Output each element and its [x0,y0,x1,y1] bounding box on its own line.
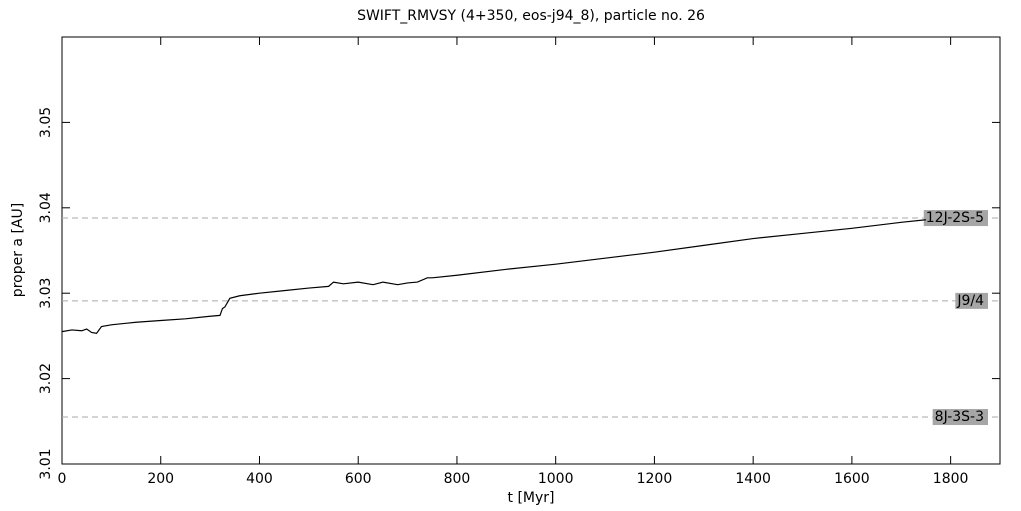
y-tick-label: 3.02 [38,363,54,394]
x-tick-label: 800 [444,471,471,487]
y-tick-label: 3.05 [38,107,54,138]
resonance-label-bg [932,409,988,426]
y-tick-label: 3.01 [38,448,54,479]
chart-title: SWIFT_RMVSY (4+350, eos-j94_8), particle… [357,8,705,24]
x-tick-label: 1800 [933,471,969,487]
data-line [61,219,927,334]
plot-frame [61,36,1001,465]
resonance-label: 8J-3S-3 [935,409,984,425]
x-tick-label: 1000 [538,471,574,487]
x-axis-label: t [Myr] [508,490,555,506]
x-tick-label: 1400 [735,471,771,487]
resonance-label: J9/4 [956,293,984,309]
x-tick-label: 1200 [637,471,673,487]
x-tick-label: 600 [345,471,372,487]
resonance-label-bg [923,210,988,227]
x-tick-label: 200 [147,471,174,487]
y-tick-label: 3.04 [38,192,54,223]
x-tick-label: 400 [246,471,273,487]
resonance-label-bg [955,292,988,309]
x-tick-label: 1600 [834,471,870,487]
y-tick-label: 3.03 [38,278,54,309]
resonance-label: 12J-2S-5 [926,210,984,226]
x-tick-label: 0 [58,471,67,487]
y-axis-label: proper a [AU] [10,203,26,297]
